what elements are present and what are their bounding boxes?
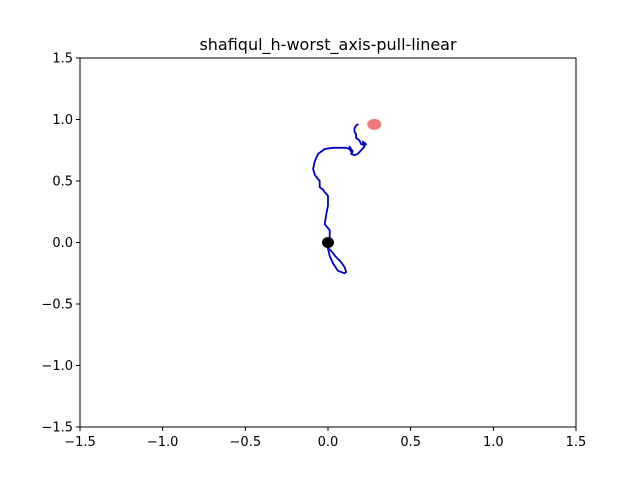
y-tick-label: 0.5 [52, 175, 73, 190]
y-tick-label: −0.5 [41, 298, 73, 313]
x-tick-label: 0.5 [400, 435, 421, 450]
x-tick-label: 0.0 [318, 435, 339, 450]
x-tick-label: 1.5 [566, 435, 587, 450]
x-tick-label: −0.5 [230, 435, 262, 450]
series-layer [312, 123, 367, 275]
y-axis: −1.5 −1.0 −0.5 0.0 0.5 1.0 1.5 [41, 52, 80, 436]
x-tick-label: 1.0 [483, 435, 504, 450]
y-tick-label: −1.0 [41, 359, 73, 374]
y-tick-label: 1.5 [52, 52, 73, 67]
y-tick-label: −1.5 [41, 421, 73, 436]
trajectory-line-0 [312, 123, 367, 275]
goal-marker [367, 118, 382, 130]
marker-layer [322, 118, 382, 248]
x-tick-label: −1.5 [64, 435, 96, 450]
y-tick-label: 1.0 [52, 113, 73, 128]
x-tick-label: −1.0 [147, 435, 179, 450]
start-marker [322, 237, 334, 248]
chart-title: shafiqul_h-worst_axis-pull-linear [199, 35, 457, 55]
y-tick-label: 0.0 [52, 236, 73, 251]
x-axis: −1.5 −1.0 −0.5 0.0 0.5 1.0 1.5 [64, 427, 586, 450]
